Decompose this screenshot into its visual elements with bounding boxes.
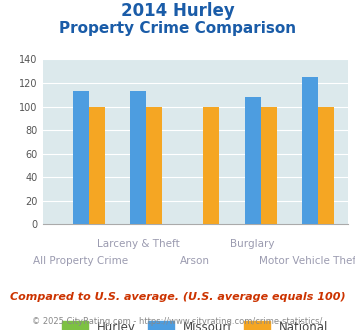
Text: Property Crime Comparison: Property Crime Comparison bbox=[59, 21, 296, 36]
Bar bbox=[146, 107, 162, 224]
Bar bbox=[130, 91, 146, 224]
Text: Arson: Arson bbox=[180, 256, 210, 266]
Bar bbox=[261, 107, 277, 224]
Bar bbox=[302, 77, 318, 224]
Text: Motor Vehicle Theft: Motor Vehicle Theft bbox=[260, 256, 355, 266]
Bar bbox=[245, 97, 261, 224]
Bar bbox=[89, 107, 105, 224]
Text: 2014 Hurley: 2014 Hurley bbox=[121, 2, 234, 20]
Text: © 2025 CityRating.com - https://www.cityrating.com/crime-statistics/: © 2025 CityRating.com - https://www.city… bbox=[32, 317, 323, 326]
Bar bbox=[318, 107, 334, 224]
Legend: Hurley, Missouri, National: Hurley, Missouri, National bbox=[57, 316, 333, 330]
Bar bbox=[203, 107, 219, 224]
Text: Burglary: Burglary bbox=[230, 239, 275, 249]
Bar bbox=[72, 91, 89, 224]
Text: Compared to U.S. average. (U.S. average equals 100): Compared to U.S. average. (U.S. average … bbox=[10, 292, 345, 302]
Text: Larceny & Theft: Larceny & Theft bbox=[97, 239, 179, 249]
Text: All Property Crime: All Property Crime bbox=[33, 256, 128, 266]
